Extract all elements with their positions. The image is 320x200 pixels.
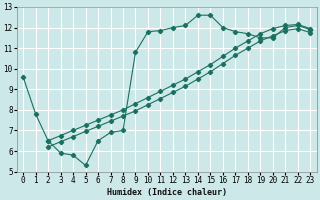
X-axis label: Humidex (Indice chaleur): Humidex (Indice chaleur)	[107, 188, 227, 197]
